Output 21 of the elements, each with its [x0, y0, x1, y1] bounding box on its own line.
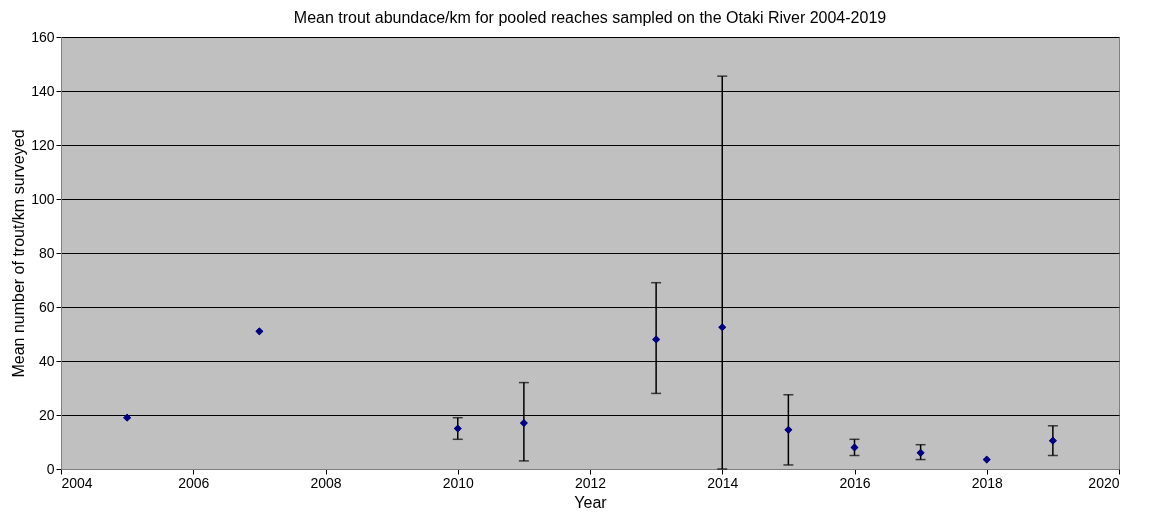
- y-axis-title: Mean number of trout/km surveyed: [10, 129, 28, 378]
- y-tick-label: 80: [38, 244, 55, 261]
- chart-title: Mean trout abundace/km for pooled reaches sampled on the Otaki River 2004-2019: [293, 9, 887, 26]
- x-tick-label: 2012: [574, 474, 607, 491]
- x-tick-label: 2008: [310, 474, 342, 491]
- x-tick-label: 2016: [839, 474, 871, 491]
- x-tick-label: 2018: [971, 474, 1004, 491]
- y-tick-label: 20: [38, 406, 55, 423]
- y-tick-label: 140: [31, 82, 55, 99]
- x-tick-label: 2010: [442, 474, 475, 491]
- y-tick-label: 60: [38, 298, 55, 315]
- x-tick-label: 2014: [707, 474, 739, 491]
- y-tick-label: 0: [46, 460, 55, 477]
- x-tick-label: 2020: [1088, 474, 1120, 491]
- x-tick-label: 2006: [178, 474, 210, 491]
- y-tick-label: 40: [38, 352, 55, 369]
- y-tick-label: 100: [31, 190, 55, 207]
- y-tick-label: 120: [31, 136, 55, 153]
- y-tick-label: 160: [31, 28, 55, 45]
- x-axis-title: Year: [574, 493, 608, 511]
- x-tick-label: 2004: [61, 474, 93, 491]
